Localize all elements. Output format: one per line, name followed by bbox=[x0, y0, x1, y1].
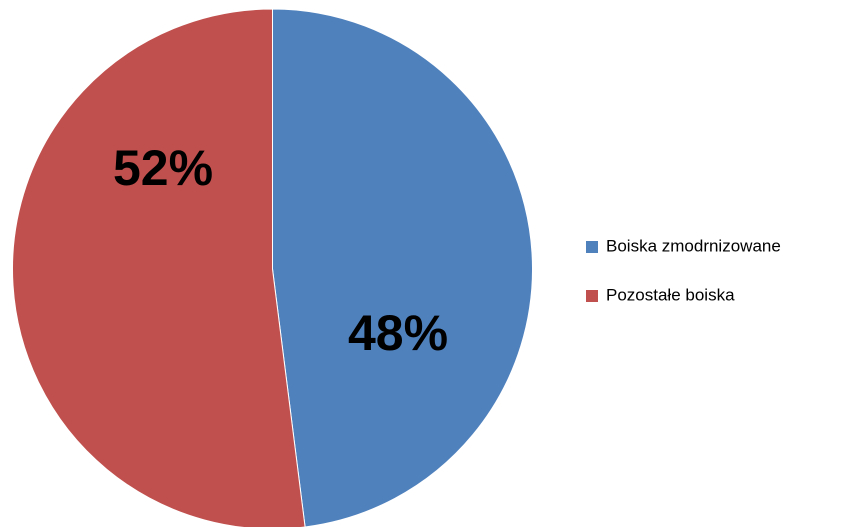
legend-label: Boiska zmodrnizowane bbox=[606, 236, 781, 255]
pie-slice bbox=[272, 8, 533, 527]
legend-swatch bbox=[586, 290, 598, 302]
value-label: 52% bbox=[113, 140, 213, 196]
pie-slice bbox=[12, 8, 306, 527]
value-label: 48% bbox=[348, 305, 448, 361]
legend-swatch bbox=[586, 241, 598, 253]
legend-label: Pozostałe boiska bbox=[606, 285, 735, 304]
